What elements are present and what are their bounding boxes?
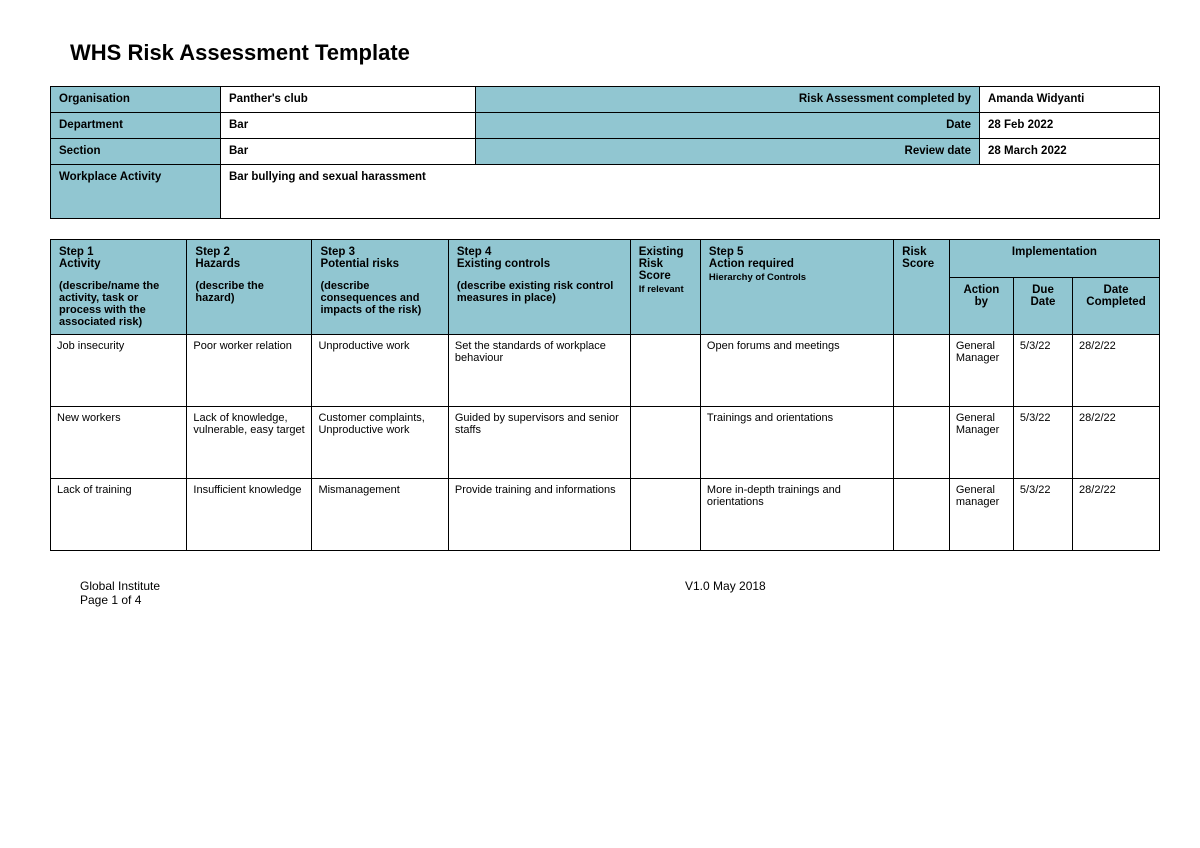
cell-existing-score [630, 479, 700, 551]
col-implementation: Implementation [949, 240, 1159, 278]
date-label: Date [476, 113, 980, 139]
col-step2: Step 2 Hazards (describe the hazard) [187, 240, 312, 335]
cell-hazards: Insufficient knowledge [187, 479, 312, 551]
cell-hazards: Poor worker relation [187, 335, 312, 407]
risk-table-head: Step 1 Activity (describe/name the activ… [51, 240, 1160, 335]
col-risk-score-title: Risk Score [902, 246, 934, 270]
cell-risks: Unproductive work [312, 335, 448, 407]
cell-existing-score [630, 407, 700, 479]
cell-action: More in-depth trainings and orientations [700, 479, 893, 551]
review-date-value: 28 March 2022 [980, 139, 1160, 165]
cell-risk-score [894, 335, 950, 407]
col-step3-title: Step 3 Potential risks [320, 246, 399, 270]
cell-activity: New workers [51, 407, 187, 479]
col-step1: Step 1 Activity (describe/name the activ… [51, 240, 187, 335]
cell-action-by: General Manager [949, 407, 1013, 479]
info-row: Department Bar Date 28 Feb 2022 [51, 113, 1160, 139]
col-step4-sub: (describe existing risk control measures… [457, 280, 622, 304]
col-existing-score-sub: If relevant [639, 284, 692, 295]
cell-controls: Guided by supervisors and senior staffs [448, 407, 630, 479]
col-step3: Step 3 Potential risks (describe consequ… [312, 240, 448, 335]
col-step3-sub: (describe consequences and impacts of th… [320, 280, 439, 316]
activity-value: Bar bullying and sexual harassment [221, 165, 1160, 219]
page-container: WHS Risk Assessment Template Organisatio… [0, 0, 1200, 627]
cell-due-date: 5/3/22 [1013, 407, 1072, 479]
header-row-1: Step 1 Activity (describe/name the activ… [51, 240, 1160, 278]
footer-version: V1.0 May 2018 [685, 579, 766, 593]
cell-date-completed: 28/2/22 [1073, 335, 1160, 407]
footer-page: Page 1 of 4 [80, 593, 141, 607]
risk-table-body: Job insecurityPoor worker relationUnprod… [51, 335, 1160, 551]
table-row: New workers Lack of knowledge, vulnerabl… [51, 407, 1160, 479]
col-action-by: Action by [949, 278, 1013, 335]
cell-activity: Lack of training [51, 479, 187, 551]
col-existing-score: Existing Risk Score If relevant [630, 240, 700, 335]
footer-institute: Global Institute [80, 579, 160, 593]
cell-date-completed: 28/2/22 [1073, 479, 1160, 551]
cell-hazards: Lack of knowledge, vulnerable, easy targ… [187, 407, 312, 479]
risk-table: Step 1 Activity (describe/name the activ… [50, 239, 1160, 551]
department-label: Department [51, 113, 221, 139]
col-step5-title: Step 5 Action required [709, 246, 794, 270]
col-date-completed: Date Completed [1073, 278, 1160, 335]
col-step4-title: Step 4 Existing controls [457, 246, 550, 270]
review-date-label: Review date [476, 139, 980, 165]
col-step2-sub: (describe the hazard) [195, 280, 303, 304]
info-row: Section Bar Review date 28 March 2022 [51, 139, 1160, 165]
cell-controls: Provide training and informations [448, 479, 630, 551]
completed-by-label: Risk Assessment completed by [476, 87, 980, 113]
cell-risks: Mismanagement [312, 479, 448, 551]
col-risk-score: Risk Score [894, 240, 950, 335]
department-value: Bar [221, 113, 476, 139]
table-row: Lack of trainingInsufficient knowledgeMi… [51, 479, 1160, 551]
cell-risk-score [894, 407, 950, 479]
cell-existing-score [630, 335, 700, 407]
activity-label: Workplace Activity [51, 165, 221, 219]
footer-right: V1.0 May 2018 [555, 579, 1160, 607]
table-row: Job insecurityPoor worker relationUnprod… [51, 335, 1160, 407]
cell-risks: Customer complaints, Unproductive work [312, 407, 448, 479]
organisation-label: Organisation [51, 87, 221, 113]
info-row: Organisation Panther's club Risk Assessm… [51, 87, 1160, 113]
cell-action: Trainings and orientations [700, 407, 893, 479]
organisation-value: Panther's club [221, 87, 476, 113]
cell-activity: Job insecurity [51, 335, 187, 407]
info-table: Organisation Panther's club Risk Assessm… [50, 86, 1160, 219]
col-step2-title: Step 2 Hazards [195, 246, 240, 270]
cell-risk-score [894, 479, 950, 551]
col-existing-score-title: Existing Risk Score [639, 246, 684, 282]
col-step5: Step 5 Action required Hierarchy of Cont… [700, 240, 893, 335]
cell-due-date: 5/3/22 [1013, 479, 1072, 551]
info-row: Workplace Activity Bar bullying and sexu… [51, 165, 1160, 219]
cell-controls: Set the standards of workplace behaviour [448, 335, 630, 407]
col-step4: Step 4 Existing controls (describe exist… [448, 240, 630, 335]
page-title: WHS Risk Assessment Template [50, 40, 1160, 66]
section-label: Section [51, 139, 221, 165]
col-step1-title: Step 1 Activity [59, 246, 101, 270]
cell-action-by: General manager [949, 479, 1013, 551]
date-value: 28 Feb 2022 [980, 113, 1160, 139]
footer-left: Global Institute Page 1 of 4 [80, 579, 555, 607]
cell-action-by: General Manager [949, 335, 1013, 407]
completed-by-value: Amanda Widyanti [980, 87, 1160, 113]
col-step1-sub: (describe/name the activity, task or pro… [59, 280, 178, 328]
section-value: Bar [221, 139, 476, 165]
page-footer: Global Institute Page 1 of 4 V1.0 May 20… [50, 571, 1160, 607]
cell-action: Open forums and meetings [700, 335, 893, 407]
cell-date-completed: 28/2/22 [1073, 407, 1160, 479]
cell-due-date: 5/3/22 [1013, 335, 1072, 407]
col-due-date: Due Date [1013, 278, 1072, 335]
col-step5-sub: Hierarchy of Controls [709, 272, 885, 283]
